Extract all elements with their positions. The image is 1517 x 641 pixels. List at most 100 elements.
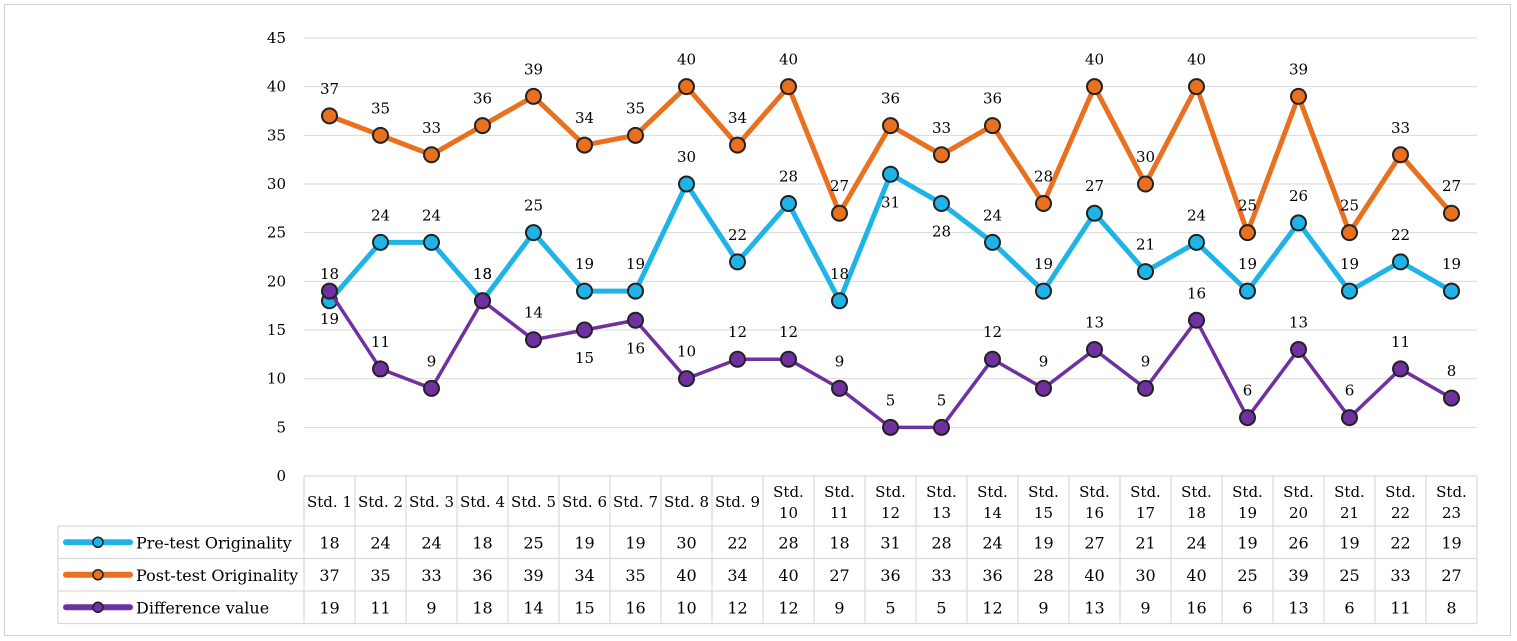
- data-point: [1443, 204, 1460, 222]
- data-point: [525, 224, 542, 242]
- table-cell: 36: [880, 566, 900, 585]
- data-point: [729, 136, 746, 154]
- table-cell: 9: [426, 598, 436, 617]
- data-label: 31: [881, 193, 900, 211]
- data-point: [576, 136, 593, 154]
- table-cell: 11: [370, 598, 390, 617]
- data-label: 9: [1141, 352, 1151, 370]
- data-point: [321, 282, 338, 300]
- category-label: Std. 9: [715, 493, 760, 511]
- data-label: 40: [779, 51, 798, 69]
- table-cell: 35: [625, 566, 645, 585]
- data-point: [1443, 282, 1460, 300]
- y-tick-label: 5: [276, 418, 286, 436]
- legend-label: Post-test Originality: [136, 566, 298, 585]
- data-label: 13: [1289, 313, 1308, 331]
- category-label: Std. 5: [511, 493, 556, 511]
- table-cell: 22: [727, 533, 747, 552]
- data-point: [1188, 233, 1205, 251]
- y-tick-label: 0: [276, 467, 286, 485]
- data-label: 6: [1243, 382, 1253, 400]
- table-cell: 19: [1339, 533, 1359, 552]
- table-cell: 27: [1441, 566, 1461, 585]
- table-cell: 12: [982, 598, 1002, 617]
- data-label: 19: [1340, 255, 1359, 273]
- table-cell: 19: [625, 533, 645, 552]
- data-point: [933, 418, 950, 436]
- table-cell: 39: [1288, 566, 1308, 585]
- data-label: 34: [728, 109, 747, 127]
- table-row-2: Difference value 19 11 9 18 14 15 16 10 12 12 9 5 5 12…: [63, 598, 1457, 617]
- category-label: Std. 14: [977, 483, 1008, 522]
- category-label: Std. 3: [409, 493, 454, 511]
- data-point: [882, 117, 899, 135]
- legend-label: Difference value: [136, 598, 269, 617]
- data-point: [831, 292, 848, 310]
- y-tick-label: 30: [267, 175, 286, 193]
- category-label: Std. 21: [1334, 483, 1365, 522]
- table-cell: 13: [1288, 598, 1308, 617]
- data-point: [678, 78, 695, 96]
- table-cell: 27: [829, 566, 849, 585]
- data-label: 14: [524, 304, 543, 322]
- data-point: [933, 146, 950, 164]
- data-label: 9: [427, 352, 437, 370]
- data-label: 39: [524, 60, 543, 78]
- data-label: 13: [1085, 313, 1104, 331]
- table-row-0: Pre-test Originality 18 24 24 18 25 19 19 30 22 28…: [63, 533, 1462, 552]
- table-cell: 19: [574, 533, 594, 552]
- table-cell: 36: [472, 566, 492, 585]
- data-label: 33: [1391, 119, 1410, 137]
- table-cell: 9: [1140, 598, 1150, 617]
- table-cell: 33: [1390, 566, 1410, 585]
- data-label: 27: [830, 177, 849, 195]
- data-point: [1137, 379, 1154, 397]
- legend-label: Pre-test Originality: [136, 533, 292, 552]
- legend-key-marker: [92, 601, 104, 613]
- series-0: 18 24 24 18 25 19 19 30 22 28 18 31 28 24 19 27 21 24 19 26…: [320, 148, 1461, 310]
- data-label: 19: [626, 255, 645, 273]
- y-tick-label: 20: [267, 272, 286, 290]
- table-cell: 8: [1446, 598, 1456, 617]
- data-label: 21: [1136, 236, 1155, 254]
- y-tick-label: 40: [267, 78, 286, 96]
- data-label: 6: [1345, 382, 1355, 400]
- data-point: [627, 126, 644, 144]
- table-cell: 40: [676, 566, 696, 585]
- table-cell: 5: [885, 598, 895, 617]
- category-label: Std. 6: [562, 493, 607, 511]
- legend-key-marker: [92, 569, 104, 581]
- data-label: 37: [320, 80, 339, 98]
- data-label: 25: [524, 197, 543, 215]
- data-label: 11: [371, 333, 390, 351]
- data-label: 5: [937, 391, 947, 409]
- data-label: 24: [1187, 206, 1206, 224]
- data-label: 36: [473, 90, 492, 108]
- data-point: [729, 253, 746, 271]
- category-label: Std. 12: [875, 483, 906, 522]
- data-point: [1392, 146, 1409, 164]
- data-label: 33: [422, 119, 441, 137]
- data-point: [1086, 204, 1103, 222]
- data-label: 19: [1238, 255, 1257, 273]
- data-label: 27: [1085, 177, 1104, 195]
- data-point: [831, 379, 848, 397]
- table-cell: 19: [1033, 533, 1053, 552]
- table-cell: 18: [472, 533, 492, 552]
- data-point: [525, 87, 542, 105]
- data-point: [627, 311, 644, 329]
- table-cell: 15: [574, 598, 594, 617]
- data-point: [882, 418, 899, 436]
- data-point: [984, 233, 1001, 251]
- data-label: 27: [1442, 177, 1461, 195]
- data-label: 25: [1340, 197, 1359, 215]
- data-point: [1239, 224, 1256, 242]
- table-cell: 24: [982, 533, 1002, 552]
- data-point: [321, 107, 338, 125]
- data-point: [1341, 282, 1358, 300]
- category-label: Std. 20: [1283, 483, 1314, 522]
- data-label: 28: [1034, 167, 1053, 185]
- data-point: [1035, 194, 1052, 212]
- table-cell: 19: [1441, 533, 1461, 552]
